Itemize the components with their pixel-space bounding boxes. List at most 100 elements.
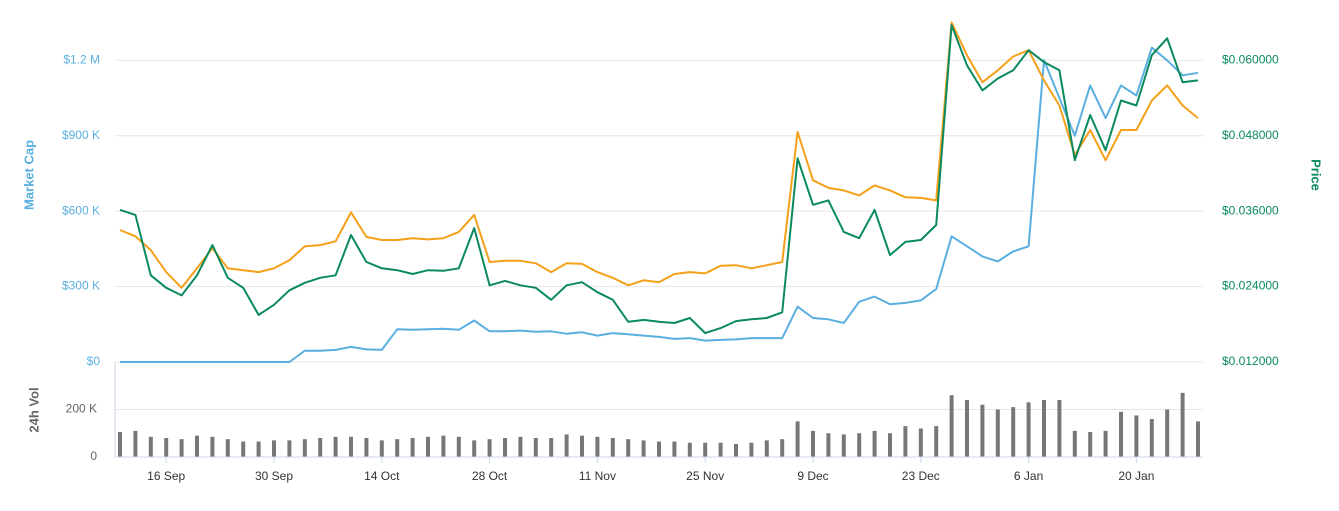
volume-bar [795, 421, 800, 457]
volume-bar [703, 442, 708, 457]
volume-bar [133, 430, 138, 457]
volume-bar [734, 443, 738, 457]
volume-bar [718, 442, 723, 457]
x-tick-label: 9 Dec [797, 469, 828, 483]
volume-bar [888, 433, 892, 457]
volume-bar [302, 439, 307, 457]
volume-bar [349, 436, 353, 457]
volume-bar [641, 440, 646, 457]
volume-bar [1072, 430, 1077, 457]
volume-bar [1134, 415, 1139, 457]
volume-bar [918, 428, 923, 457]
volume-bar [610, 438, 615, 457]
y2-tick-label: $0.036000 [1222, 203, 1279, 217]
x-tick-label: 30 Sep [255, 469, 293, 483]
volume-bar [456, 436, 461, 457]
x-tick-label: 25 Nov [686, 469, 724, 483]
volume-bar [1011, 407, 1016, 457]
volume-bar [1026, 402, 1031, 457]
volume-bar [225, 439, 230, 457]
y2-tick-label: $0.060000 [1222, 52, 1279, 66]
volume-bar [564, 434, 569, 457]
volume-bar [395, 439, 400, 457]
volume-bar [148, 436, 153, 457]
volume-bar [518, 436, 523, 457]
series-line [119, 24, 1199, 335]
volume-bar [333, 436, 338, 457]
x-tick-label: 20 Jan [1118, 469, 1154, 483]
x-tick-label: 16 Sep [147, 469, 185, 483]
x-tick-label: 6 Jan [1014, 469, 1043, 483]
volume-bar [980, 404, 985, 457]
volume-bar [503, 438, 507, 457]
volume-bar [949, 395, 954, 457]
y-tick-label: $1.2 M [63, 52, 100, 66]
volume-bar [595, 436, 600, 457]
volume-bar [1165, 409, 1170, 457]
volume-bar [626, 439, 631, 457]
volume-bar [903, 426, 908, 457]
volume-bar [256, 441, 261, 457]
volume-tick-label: 200 K [66, 402, 97, 416]
volume-bar [1119, 411, 1123, 457]
y2-tick-label: $0.012000 [1222, 354, 1279, 368]
volume-bar [1103, 430, 1108, 457]
volume-bar [764, 440, 769, 457]
volume-bar [210, 436, 215, 457]
series-line [120, 46, 1199, 363]
y-tick-label: $300 K [62, 279, 100, 293]
volume-bar [241, 441, 246, 457]
volume-bar [749, 442, 754, 457]
volume-bar [287, 440, 292, 457]
volume-bar [487, 439, 492, 457]
volume-bar [195, 435, 199, 457]
y-tick-label: $0 [87, 354, 101, 368]
y2-tick-label: $0.048000 [1222, 128, 1279, 142]
volume-bar [857, 433, 862, 457]
volume-bar [426, 436, 430, 457]
y-tick-label: $900 K [62, 128, 100, 142]
volume-bar [811, 430, 815, 457]
volume-bar [164, 438, 169, 457]
volume-bar [826, 433, 831, 457]
volume-bar [1180, 392, 1185, 457]
volume-bar [441, 435, 446, 457]
x-tick-label: 14 Oct [364, 469, 400, 483]
x-tick-label: 28 Oct [472, 469, 508, 483]
volume-bar [118, 432, 122, 457]
volume-bar [179, 439, 184, 457]
volume-bar [934, 426, 939, 457]
volume-bar [872, 430, 877, 457]
volume-bar [533, 438, 538, 457]
volume-bar [318, 438, 323, 457]
x-tick-label: 23 Dec [902, 469, 940, 483]
volume-bar [1042, 400, 1046, 457]
volume-bar [272, 440, 276, 457]
y-tick-label: $600 K [62, 203, 100, 217]
volume-bar [580, 435, 584, 457]
volume-bar [657, 441, 661, 457]
series-line [119, 21, 1199, 289]
volume-bar [995, 409, 1000, 457]
y2-tick-label: $0.024000 [1222, 279, 1279, 293]
volume-bar [364, 438, 369, 457]
volume-tick-label: 0 [90, 449, 97, 463]
volume-bar [780, 439, 785, 457]
volume-bar [472, 440, 477, 457]
volume-bar [549, 438, 554, 457]
volume-bar [410, 438, 415, 457]
volume-bar [965, 400, 969, 457]
volume-bar [379, 440, 384, 457]
volume-bar [687, 442, 692, 457]
volume-axis-title: 24h Vol [26, 387, 41, 432]
volume-bar [1149, 419, 1154, 457]
volume-bar [1057, 400, 1062, 457]
volume-bar [672, 441, 677, 457]
volume-bar [841, 434, 846, 457]
x-tick-label: 11 Nov [579, 469, 616, 483]
volume-bar [1196, 421, 1200, 457]
y-axis-title: Market Cap [21, 140, 36, 210]
volume-bar [1088, 432, 1093, 457]
y2-axis-title: Price [1309, 159, 1324, 191]
